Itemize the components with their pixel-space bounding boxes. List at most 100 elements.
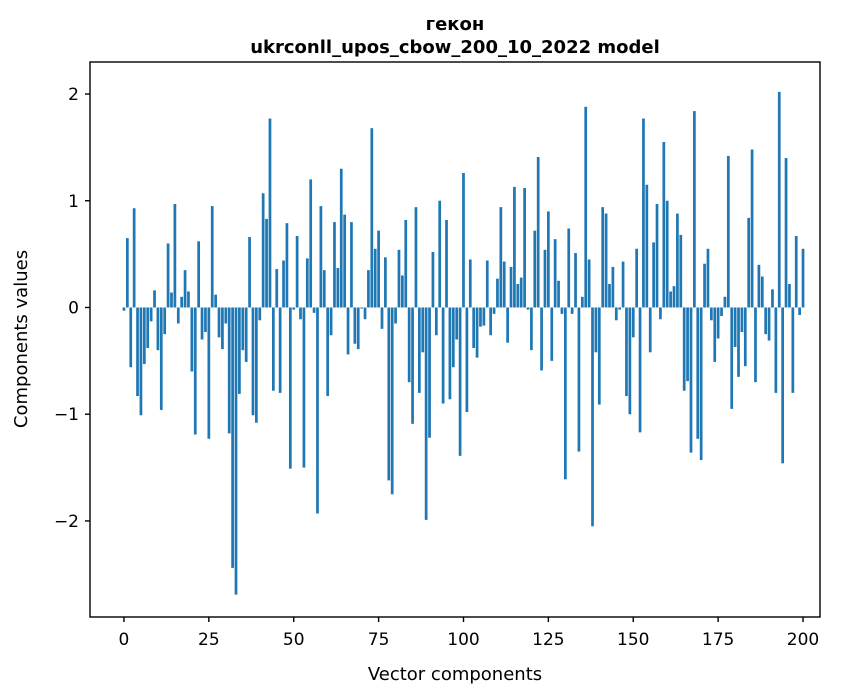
bar xyxy=(468,259,472,308)
bar xyxy=(309,179,313,308)
bar xyxy=(166,243,170,308)
bar xyxy=(574,253,577,308)
x-tick-label: 25 xyxy=(198,630,220,650)
bar xyxy=(519,277,523,308)
bar xyxy=(730,307,734,409)
bar xyxy=(380,307,384,329)
bar xyxy=(601,207,605,308)
axes-spines xyxy=(89,61,821,618)
bar xyxy=(197,241,201,308)
bar xyxy=(513,186,516,308)
bar xyxy=(414,207,418,308)
bar xyxy=(462,173,465,308)
bar xyxy=(642,118,645,308)
bar xyxy=(523,187,526,308)
bar xyxy=(509,266,513,308)
bar xyxy=(238,307,241,394)
bar xyxy=(363,307,367,320)
bar xyxy=(614,307,618,321)
bar xyxy=(570,307,574,314)
bar xyxy=(255,307,258,423)
bar xyxy=(631,307,635,338)
chart-subtitle: ukrconll_upos_cbow_200_10_2022 model xyxy=(250,37,660,58)
bar xyxy=(648,307,652,353)
bar xyxy=(370,128,374,308)
bar xyxy=(339,168,343,308)
bar xyxy=(271,307,275,391)
bar xyxy=(159,307,163,410)
bar xyxy=(125,238,129,308)
x-tick-label: 200 xyxy=(787,630,819,650)
bar xyxy=(757,264,761,308)
bar xyxy=(404,219,408,308)
bar xyxy=(122,307,126,311)
bar xyxy=(244,307,248,362)
bar xyxy=(743,307,747,367)
bar xyxy=(343,214,347,308)
bar xyxy=(353,307,357,344)
bar xyxy=(234,307,238,595)
x-tick-label: 125 xyxy=(532,630,564,650)
bar xyxy=(781,307,785,464)
bar xyxy=(329,307,333,336)
bar xyxy=(540,307,543,371)
bar xyxy=(428,307,431,438)
bar xyxy=(316,307,319,514)
bar xyxy=(448,307,452,400)
bar xyxy=(706,248,710,308)
bar xyxy=(689,307,693,453)
bar xyxy=(129,307,133,368)
bar xyxy=(187,291,190,308)
bar xyxy=(709,307,713,321)
bar xyxy=(458,307,462,456)
bar xyxy=(496,278,499,308)
bar xyxy=(703,263,706,308)
bar xyxy=(577,307,581,452)
y-axis-label: Components values xyxy=(11,250,32,428)
bar xyxy=(788,284,791,308)
bar xyxy=(149,307,153,322)
bar xyxy=(207,307,211,439)
bar xyxy=(210,206,214,308)
bar xyxy=(723,296,727,308)
bar xyxy=(170,292,173,308)
bar xyxy=(217,307,221,338)
bar xyxy=(475,307,479,358)
y-axis-ticks: −2 −1 0 1 2 xyxy=(54,85,90,532)
bar xyxy=(445,219,448,308)
bar xyxy=(662,142,666,308)
bar xyxy=(587,259,591,308)
bar xyxy=(777,91,781,308)
bar xyxy=(693,111,696,308)
bar xyxy=(302,307,306,468)
bar xyxy=(132,208,136,308)
bar xyxy=(258,307,262,321)
bar xyxy=(686,307,689,382)
chart-title: гекон xyxy=(426,14,485,35)
bar xyxy=(282,260,285,308)
bar xyxy=(441,307,445,404)
x-tick-label: 100 xyxy=(447,630,479,650)
bar xyxy=(665,200,669,308)
bar xyxy=(472,307,476,349)
bar xyxy=(618,307,622,310)
bar xyxy=(771,289,774,308)
bar xyxy=(557,280,560,308)
bar xyxy=(438,200,442,308)
bar xyxy=(146,307,150,349)
bar xyxy=(635,248,639,308)
bar xyxy=(737,307,740,377)
y-tick-label: 1 xyxy=(68,192,79,212)
bar xyxy=(421,307,425,353)
bar xyxy=(676,213,679,308)
bar xyxy=(333,222,336,308)
x-tick-label: 150 xyxy=(617,630,649,650)
bar xyxy=(608,284,611,308)
bar xyxy=(241,307,245,351)
x-tick-label: 0 xyxy=(119,630,130,650)
bar xyxy=(516,284,520,308)
bar xyxy=(553,239,557,308)
bar xyxy=(611,266,615,308)
bar xyxy=(394,307,397,324)
bar xyxy=(346,307,350,355)
